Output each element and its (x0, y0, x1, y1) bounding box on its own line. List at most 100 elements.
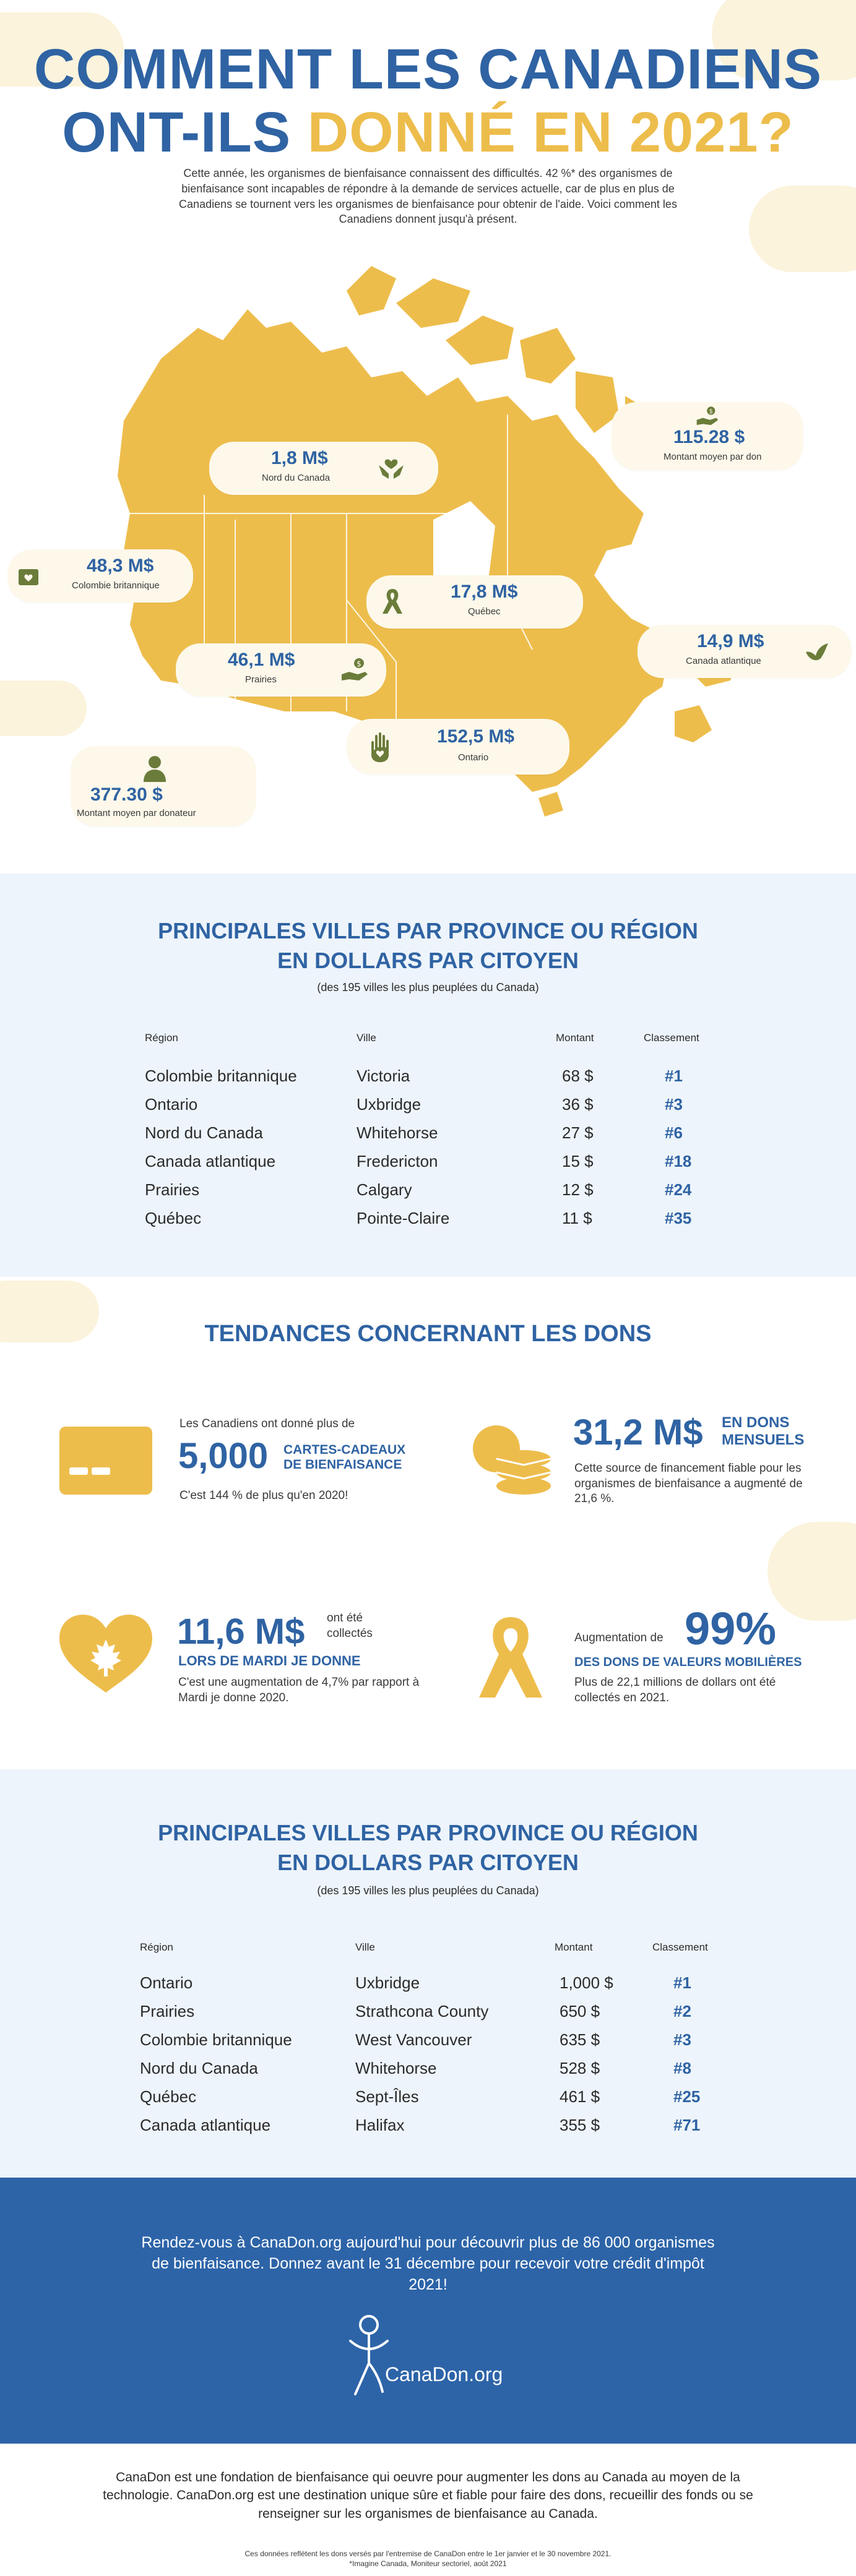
region-amount: 152,5 M$ (437, 726, 515, 747)
table-row: Canada atlantique Fredericton 15 $ #18 (145, 1152, 702, 1180)
section-title-line2: EN DOLLARS PAR CITOYEN (277, 1850, 579, 1875)
cell-amount: 12 $ (562, 1180, 594, 1199)
gift-cards-post: C'est 144 % de plus qu'en 2020! (179, 1489, 348, 1502)
cell-region: Ontario (145, 1095, 198, 1114)
table-row: Prairies Calgary 12 $ #24 (145, 1180, 702, 1209)
footer-about: CanaDon est une fondation de bienfaisanc… (103, 2470, 753, 2521)
cell-amount: 1,000 $ (560, 1973, 613, 1992)
region-amount: 17,8 M$ (451, 582, 518, 602)
cell-region: Prairies (145, 1180, 200, 1199)
cities-table: Région Ville Montant Classement Colombie… (145, 1032, 714, 1248)
cell-amount: 650 $ (560, 2002, 600, 2020)
canadon-logo-text[interactable]: CanaDon.org (385, 2363, 503, 2385)
monthly-number: 31,2 M$ (573, 1412, 703, 1453)
table-row: Ontario Uxbridge 1,000 $ #1 (140, 1973, 697, 2002)
cell-rank: #25 (673, 2087, 701, 2106)
cell-city: Fredericton (357, 1152, 438, 1170)
cell-amount: 635 $ (560, 2030, 600, 2049)
table-row: Nord du Canada Whitehorse 27 $ #6 (145, 1123, 702, 1152)
cell-city: Calgary (357, 1180, 412, 1199)
gift-cards-caps: CARTES-CADEAUX DE BIENFAISANCE (283, 1443, 406, 1472)
region-label: Canada atlantique (686, 656, 761, 666)
hands-heart-icon (379, 459, 404, 479)
region-callout-north: 1,8 M$ Nord du Canada (209, 442, 438, 495)
giving-tuesday-number: 11,6 M$ (177, 1612, 305, 1652)
cell-city: Strathcona County (355, 2002, 489, 2020)
monthly-caps: EN DONS MENSUELS (722, 1414, 805, 1448)
cell-amount: 461 $ (560, 2087, 600, 2106)
securities-post: Plus de 22,1 millions de dollars ont été… (574, 1676, 776, 1704)
table-row: Québec Sept-Îles 461 $ #25 (140, 2087, 701, 2116)
intro-paragraph: Cette année, les organismes de bienfaisa… (179, 167, 677, 226)
gift-card-icon (59, 1427, 152, 1495)
cell-rank: #8 (673, 2059, 691, 2077)
cell-region: Québec (145, 1209, 202, 1227)
cell-amount: 355 $ (560, 2116, 600, 2134)
header-rank: Classement (652, 1941, 708, 1953)
decorative-cloud (712, 0, 856, 80)
header-amount: Montant (556, 1032, 594, 1044)
header-amount: Montant (555, 1941, 593, 1953)
page-title-line1: COMMENT LES CANADIENS (33, 38, 823, 101)
region-label: Nord du Canada (262, 473, 331, 483)
cell-region: Nord du Canada (140, 2059, 258, 2077)
ribbon-icon (383, 589, 402, 614)
cell-city: Whitehorse (355, 2059, 437, 2077)
securities-pre: Augmentation de (574, 1631, 664, 1644)
hand-heart-icon (371, 732, 389, 762)
region-callout-atlantic: 14,9 M$ Canada atlantique (638, 625, 852, 678)
gift-cards-pre: Les Canadiens ont donné plus de (179, 1417, 355, 1430)
svg-text:$: $ (709, 408, 713, 415)
page-title-part2: DONNÉ EN 2021? (307, 101, 794, 164)
region-callout-ontario: 152,5 M$ Ontario (347, 719, 569, 775)
cities-table: Région Ville Montant Classement Ontario … (140, 1941, 722, 2158)
section-title-line2: EN DOLLARS PAR CITOYEN (277, 948, 579, 973)
hero-section: COMMENT LES CANADIENS ONT-ILS DONNÉ EN 2… (0, 0, 856, 866)
region-callout-quebec: 17,8 M$ Québec (366, 575, 583, 629)
cell-city: Halifax (355, 2116, 405, 2134)
decorative-cloud (0, 1281, 99, 1342)
monthly-post: Cette source de financement fiable pour … (574, 1462, 803, 1506)
cell-rank: #2 (673, 2002, 691, 2020)
cell-city: Pointe-Claire (357, 1209, 450, 1227)
region-label: Prairies (245, 674, 277, 685)
region-callout-bc: 48,3 M$ Colombie britannique (7, 549, 193, 603)
securities-caps: DES DONS DE VALEURS MOBILIÈRES (574, 1655, 802, 1669)
giving-tuesday-caps: LORS DE MARDI JE DONNE (178, 1653, 361, 1668)
cell-city: Uxbridge (355, 1973, 420, 1992)
decorative-cloud (767, 1522, 856, 1621)
avg-donation-amount: 115.28 $ (673, 427, 745, 447)
hand-coin-icon: $ (696, 406, 719, 426)
table-row: Colombie britannique West Vancouver 635 … (140, 2030, 697, 2059)
table-row: Nord du Canada Whitehorse 528 $ #8 (140, 2059, 697, 2087)
cell-rank: #3 (673, 2030, 691, 2049)
section-title-line1: PRINCIPALES VILLES PAR PROVINCE OU RÉGIO… (158, 1820, 698, 1845)
cell-rank: #71 (673, 2116, 701, 2134)
table-row: Québec Pointe-Claire 11 $ #35 (145, 1209, 702, 1237)
cell-rank: #1 (665, 1067, 683, 1085)
gift-box-icon (19, 569, 38, 585)
cell-city: Uxbridge (357, 1095, 422, 1114)
trends-heading: TENDANCES CONCERNANT LES DONS (204, 1321, 652, 1347)
gift-cards-number: 5,000 (178, 1436, 269, 1476)
header-region: Région (145, 1032, 178, 1044)
cell-amount: 11 $ (562, 1209, 592, 1227)
top-cities-section-2: PRINCIPALES VILLES PAR PROVINCE OU RÉGIO… (0, 1769, 856, 2178)
cell-region: Canada atlantique (140, 2116, 271, 2134)
cell-city: Whitehorse (357, 1123, 438, 1142)
cell-rank: #35 (665, 1209, 692, 1227)
avg-per-donor-callout: 377.30 $ Montant moyen par donateur (71, 746, 256, 826)
region-amount: 46,1 M$ (228, 650, 295, 670)
cell-rank: #18 (665, 1152, 692, 1170)
table-row: Prairies Strathcona County 650 $ #2 (140, 2002, 697, 2030)
page-title-line2: ONT-ILS DONNÉ EN 2021? (0, 103, 856, 163)
person-icon (144, 756, 166, 782)
header-rank: Classement (644, 1032, 699, 1044)
avg-donation-label: Montant moyen par don (664, 452, 762, 462)
region-amount: 14,9 M$ (697, 631, 764, 651)
dove-icon (806, 643, 828, 661)
cell-rank: #1 (673, 1973, 691, 1992)
decorative-cloud (0, 12, 124, 87)
region-amount: 48,3 M$ (87, 556, 154, 576)
cell-amount: 68 $ (562, 1067, 594, 1085)
